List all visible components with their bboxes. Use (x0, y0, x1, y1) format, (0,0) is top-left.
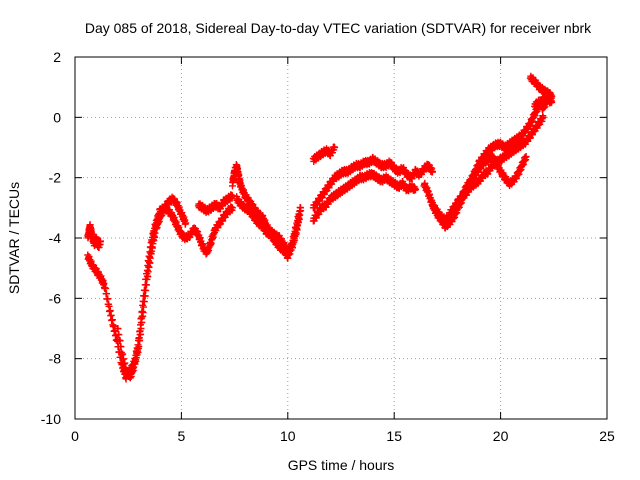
x-tick-label: 15 (386, 428, 402, 444)
x-axis-label: GPS time / hours (288, 457, 395, 473)
x-tick-label: 5 (178, 428, 186, 444)
grid (75, 57, 607, 419)
data-point (331, 144, 339, 151)
data-layer (84, 72, 556, 383)
data-point (411, 186, 419, 194)
tick-labels: 0 5 10 15 20 25 -10 -8 -6 -4 -2 0 2 (41, 49, 615, 444)
x-tick-label: 20 (493, 428, 509, 444)
x-tick-label: 25 (599, 428, 615, 444)
x-tick-label: 0 (71, 428, 79, 444)
y-axis-label: SDTVAR / TECUs (6, 182, 22, 294)
y-tick-label: -4 (49, 230, 62, 246)
data-point (228, 192, 236, 200)
data-point (228, 204, 236, 212)
ticks (74, 56, 608, 420)
y-tick-label: 0 (53, 109, 61, 125)
data-point (548, 98, 556, 106)
y-tick-label: -2 (49, 170, 62, 186)
data-point (429, 168, 437, 176)
chart-title: Day 085 of 2018, Sidereal Day-to-day VTE… (85, 20, 592, 36)
x-tick-label: 10 (280, 428, 296, 444)
y-tick-label: -6 (49, 290, 62, 306)
data-point (522, 153, 530, 161)
data-point (97, 237, 105, 245)
data-point (182, 219, 190, 227)
y-tick-label: -8 (49, 351, 62, 367)
data-point (539, 113, 547, 121)
data-point (297, 207, 305, 215)
y-tick-label: 2 (53, 49, 61, 65)
y-tick-label: -10 (41, 411, 61, 427)
